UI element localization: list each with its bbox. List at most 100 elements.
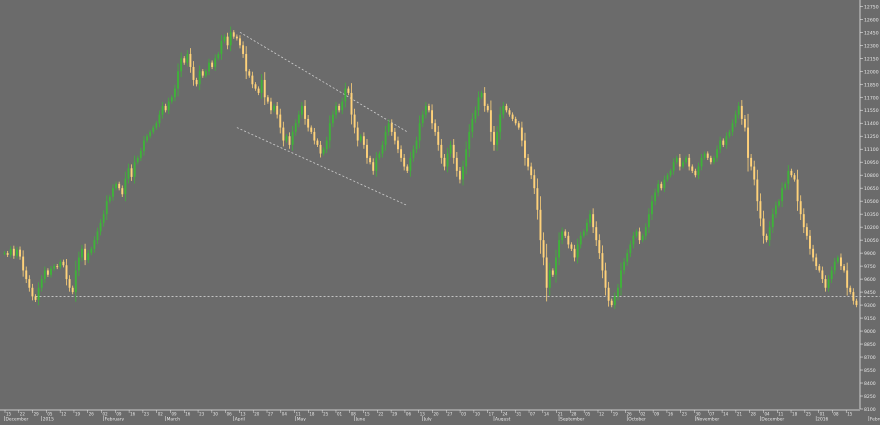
candle-body xyxy=(709,157,712,163)
x-month-label: December xyxy=(6,417,29,422)
candle-body xyxy=(300,105,303,115)
candle-body xyxy=(112,188,114,197)
candle-body xyxy=(793,175,796,180)
candle-body xyxy=(573,248,576,258)
x-day-label: 29 xyxy=(34,412,40,417)
candle-body xyxy=(781,188,784,202)
candle-body xyxy=(750,157,753,167)
candle-body xyxy=(195,79,198,85)
candle-body xyxy=(520,127,523,141)
candle-body xyxy=(576,244,579,258)
candle-body xyxy=(31,287,34,297)
y-tick-label: 8850 xyxy=(864,342,876,348)
candle-body xyxy=(133,162,136,177)
candle-body xyxy=(409,157,412,171)
x-day-label: 14 xyxy=(723,412,729,417)
candle-body xyxy=(694,170,697,176)
candle-body xyxy=(279,114,282,128)
candle-body xyxy=(474,110,477,119)
candle-body xyxy=(136,157,139,163)
candle-body xyxy=(666,175,669,180)
candle-body xyxy=(833,261,836,271)
x-day-label: 22 xyxy=(20,412,26,417)
candle-body xyxy=(313,131,316,141)
candle-body xyxy=(362,136,365,145)
candle-body xyxy=(62,261,65,266)
candle-body xyxy=(747,127,749,158)
candle-body xyxy=(579,235,582,245)
candle-body xyxy=(691,166,694,171)
candle-body xyxy=(15,249,18,256)
candle-body xyxy=(263,79,266,98)
candle-body xyxy=(712,157,715,163)
candle-body xyxy=(9,248,12,255)
candle-body xyxy=(53,266,56,269)
candle-body xyxy=(613,296,616,306)
x-day-label: 14 xyxy=(544,412,550,417)
candle-body xyxy=(84,248,87,261)
y-tick-label: 11700 xyxy=(864,95,879,101)
x-day-label: 24 xyxy=(502,412,508,417)
candle-body xyxy=(297,114,300,124)
y-tick-label: 11550 xyxy=(864,108,879,114)
candle-body xyxy=(415,140,418,150)
x-day-label: 02 xyxy=(158,412,164,417)
x-month-label: December xyxy=(761,417,784,422)
y-tick-label: 11250 xyxy=(864,134,879,140)
candle-body xyxy=(251,75,254,85)
candle-body xyxy=(180,58,183,72)
candle-body xyxy=(121,188,124,195)
candle-body xyxy=(96,231,99,241)
x-day-label: 02 xyxy=(103,412,109,417)
candle-body xyxy=(273,105,276,111)
y-tick-label: 8400 xyxy=(864,381,876,387)
candle-body xyxy=(762,218,765,236)
y-tick-label: 9750 xyxy=(864,264,876,270)
candle-body xyxy=(245,53,248,72)
candle-body xyxy=(6,253,9,255)
candle-body xyxy=(638,231,641,241)
candle-body xyxy=(235,36,238,39)
x-day-label: 26 xyxy=(89,412,95,417)
candle-body xyxy=(291,131,294,145)
y-tick-label: 10950 xyxy=(864,160,879,166)
candle-body xyxy=(443,157,446,167)
candle-body xyxy=(505,105,508,111)
x-day-label: 27 xyxy=(268,412,274,417)
candle-body xyxy=(105,201,108,215)
x-month-label: February xyxy=(870,417,880,422)
y-tick-label: 8250 xyxy=(864,394,876,400)
candle-body xyxy=(567,235,570,245)
y-tick-label: 9000 xyxy=(864,329,876,335)
x-day-label: 09 xyxy=(116,412,122,417)
x-day-label: 16 xyxy=(130,412,136,417)
x-day-label: 17 xyxy=(489,412,495,417)
x-month-label: 2016 xyxy=(817,417,828,422)
candle-body xyxy=(108,196,111,202)
candle-body xyxy=(124,178,127,195)
candle-body xyxy=(127,168,130,179)
candle-body xyxy=(855,300,858,306)
candle-body xyxy=(229,32,232,46)
x-day-label: 11 xyxy=(778,412,784,417)
candle-body xyxy=(585,222,588,232)
candle-body xyxy=(737,105,740,115)
candle-body xyxy=(660,183,663,189)
candle-body xyxy=(211,62,214,67)
candle-body xyxy=(678,157,681,167)
candle-body xyxy=(276,105,279,115)
candle-body xyxy=(77,257,80,271)
x-month-label: April xyxy=(235,417,245,422)
candle-body xyxy=(620,270,622,288)
candle-body xyxy=(632,235,635,245)
channel-line xyxy=(239,31,408,133)
candle-body xyxy=(809,235,811,249)
candle-body xyxy=(400,149,403,158)
candle-body xyxy=(375,157,378,171)
candle-body xyxy=(635,231,638,236)
candle-body xyxy=(812,248,815,258)
candle-body xyxy=(353,114,356,128)
candle-body xyxy=(458,170,461,180)
